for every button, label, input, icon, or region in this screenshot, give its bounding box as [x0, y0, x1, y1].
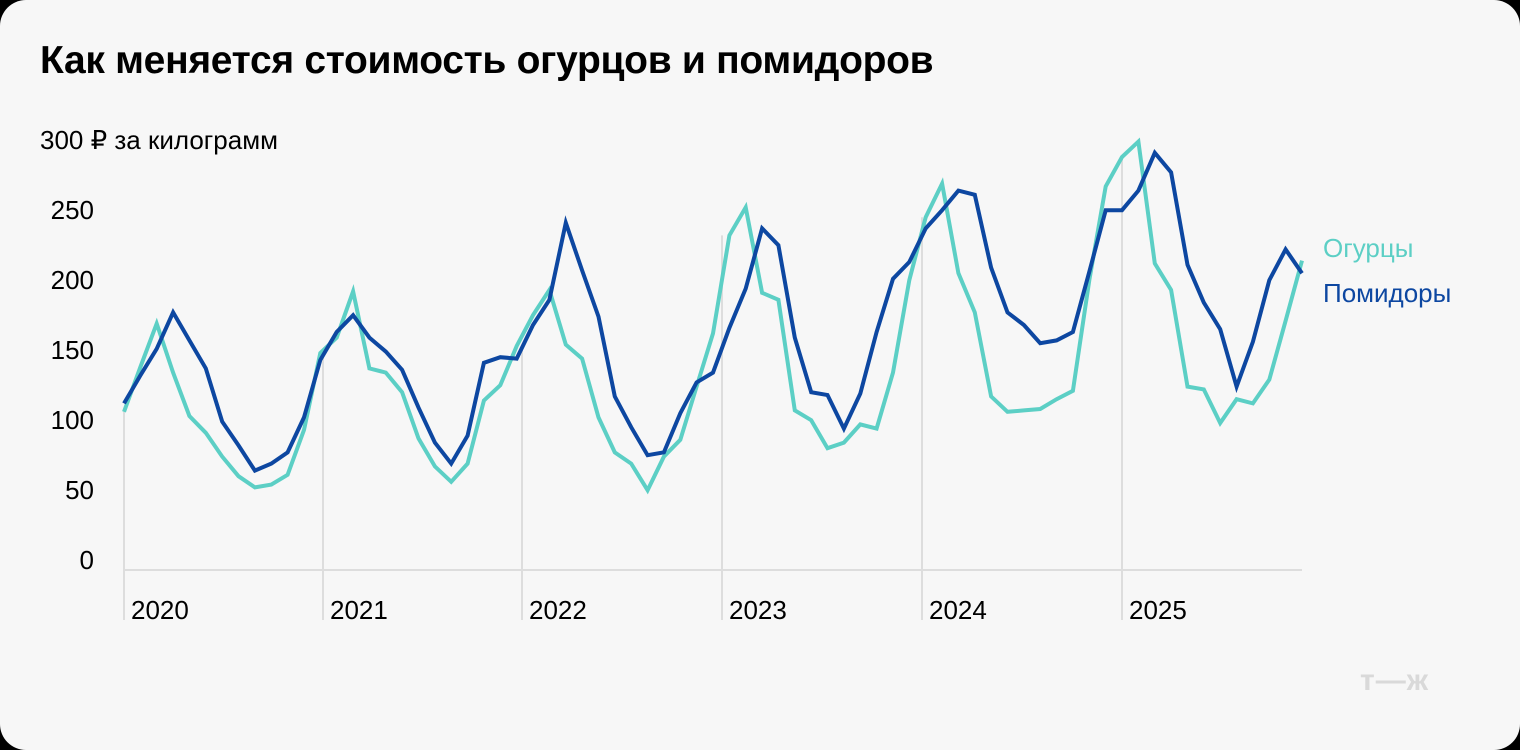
tomatoes-line [122, 149, 1304, 474]
chart-title: Как меняется стоимость огурцов и помидор… [40, 39, 934, 82]
y-tick-label: 50 [65, 475, 94, 505]
y-tick-label: 150 [50, 335, 94, 365]
x-tick-label: 2023 [729, 595, 787, 625]
tzh-logo: т—ж [1360, 664, 1429, 697]
y-axis-top-label: 300 ₽ за килограмм [40, 125, 278, 155]
x-tick-label: 2025 [1129, 595, 1187, 625]
x-tick-label: 2022 [529, 595, 587, 625]
y-tick-label: 250 [50, 195, 94, 225]
y-tick-label: 100 [50, 405, 94, 435]
cucumbers-line [122, 137, 1304, 495]
x-tick-label: 2020 [131, 595, 189, 625]
gridlines [123, 157, 1123, 620]
legend-tomatoes: Помидоры [1323, 278, 1452, 308]
y-tick-label: 0 [79, 545, 94, 575]
x-tick-label: 2021 [330, 595, 388, 625]
y-tick-label: 200 [50, 265, 94, 295]
x-tick-label: 2024 [929, 595, 987, 625]
legend-cucumbers: Огурцы [1323, 233, 1414, 263]
